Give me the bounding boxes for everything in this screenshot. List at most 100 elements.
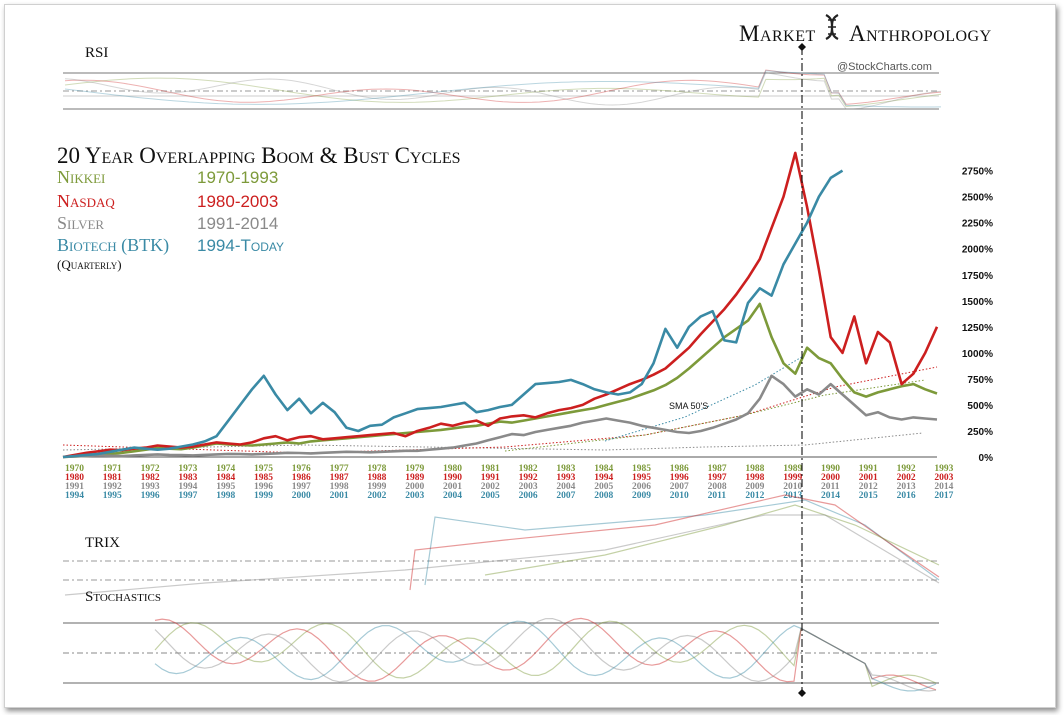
x-tick-label: 1982 [141,473,160,483]
stoch-line [154,620,937,688]
legend-biotech-years: 1994-Today [197,236,284,255]
x-tick-label: 1992 [519,473,538,483]
x-tick-label: 2006 [632,482,651,492]
x-tick-label: 2009 [632,491,651,501]
x-tick-label: 1980 [443,464,462,474]
trix-line [64,514,940,596]
legend-silver-name: Silver [57,213,105,233]
peak-marker-top [798,43,806,51]
chart-canvas: SMA 50'S 0% 250% 500% 750% 1000% 1250% 1500% 175… [62,43,994,697]
x-tick-label: 2011 [708,491,727,501]
x-tick-label: 2013 [897,482,916,492]
x-tick-label: 2012 [859,482,878,492]
x-tick-label: 2013 [783,491,802,501]
x-tick-label: 2011 [821,482,840,492]
y-tick-label: 0% [979,453,994,464]
x-tick-label: 2000 [821,473,840,483]
x-tick-label: 2005 [594,482,613,492]
x-tick-label: 1978 [367,464,386,474]
x-tick-label: 2002 [367,491,386,501]
x-tick-label: 2003 [519,482,538,492]
x-tick-label: 1998 [745,473,764,483]
x-tick-label: 1972 [141,464,160,474]
y-tick-label: 250% [967,427,993,438]
x-tick-label: 1988 [367,473,386,483]
chart-title: 20 Year Overlapping Boom & Bust Cycles [57,143,461,168]
x-tick-label: 1997 [178,491,197,501]
x-tick-label: 1991 [481,473,500,483]
x-tick-label: 1996 [141,491,160,501]
sma-label: SMA 50'S [669,401,708,411]
x-tick-label: 1984 [216,473,235,483]
x-tick-label: 1993 [556,473,575,483]
x-tick-label: 2014 [934,482,953,492]
series-line-nikkei [62,302,938,459]
x-tick-label: 1987 [330,473,349,483]
series-line-nasdaq [62,151,939,459]
x-tick-label: 1994 [178,482,197,492]
y-tick-label: 500% [967,401,993,412]
x-tick-label: 1995 [103,491,122,501]
x-tick-label: 1973 [178,464,197,474]
series-line-silver [62,374,938,459]
stoch-line [154,617,937,692]
x-tick-label: 1996 [670,473,689,483]
legend-nikkei-name: Nikkei [57,167,106,187]
stockcharts-credit: @StockCharts.com [837,61,932,73]
x-tick-label: 1998 [330,482,349,492]
x-tick-label: 1986 [292,473,311,483]
x-tick-label: 2015 [859,491,878,501]
x-tick-label: 1982 [519,464,538,474]
x-tick-label: 1992 [897,464,916,474]
x-tick-label: 2009 [745,482,764,492]
y-tick-label: 2500% [962,193,993,204]
x-tick-label: 2007 [556,491,575,501]
rsi-line [64,70,942,108]
x-tick-label: 2005 [481,491,500,501]
x-tick-label: 2004 [443,491,462,501]
y-tick-label: 1250% [962,323,993,334]
x-tick-label: 1975 [254,464,273,474]
x-tick-label: 1996 [254,482,273,492]
x-tick-label: 2003 [934,473,953,483]
sma-line [62,366,938,454]
x-tick-label: 1976 [292,464,311,474]
y-tick-label: 1000% [962,349,993,360]
x-tick-label: 2002 [897,473,916,483]
sma-line [604,354,806,442]
rsi-line [64,69,942,105]
x-tick-label: 1985 [632,464,651,474]
rsi-panel-label: RSI [85,45,109,61]
chart-subtitle: (Quarterly) [57,257,122,272]
x-tick-label: 1990 [821,464,840,474]
legend-nasdaq-years: 1980-2003 [197,192,279,211]
x-tick-label: 2001 [859,473,878,483]
x-tick-label: 1997 [708,473,727,483]
x-tick-label: 2001 [330,491,349,501]
legend-silver-years: 1991-2014 [197,214,279,233]
x-tick-label: 2004 [556,482,575,492]
x-tick-label: 1999 [254,491,273,501]
x-tick-label: 2006 [519,491,538,501]
x-tick-label: 1985 [254,473,273,483]
x-tick-label: 1971 [103,464,122,474]
x-tick-label: 1986 [670,464,689,474]
x-tick-label: 2007 [670,482,689,492]
x-tick-label: 1993 [141,482,160,492]
trix-line [409,494,940,591]
series-line-biotech-btk- [62,169,844,459]
x-tick-label: 2000 [292,491,311,501]
x-tick-label: 1970 [65,464,84,474]
x-tick-label: 1994 [65,491,84,501]
x-tick-label: 1994 [594,473,613,483]
x-tick-label: 2003 [405,491,424,501]
legend-biotech-name: Biotech (BTK) [57,235,170,255]
peak-marker-bottom [798,689,806,697]
stoch-line [154,620,937,692]
trix-panel-label: TRIX [85,535,120,551]
x-tick-label: 2002 [481,482,500,492]
x-tick-label: 1983 [178,473,197,483]
x-tick-label: 1999 [783,473,802,483]
x-tick-label: 1990 [443,473,462,483]
x-tick-label: 1989 [783,464,802,474]
